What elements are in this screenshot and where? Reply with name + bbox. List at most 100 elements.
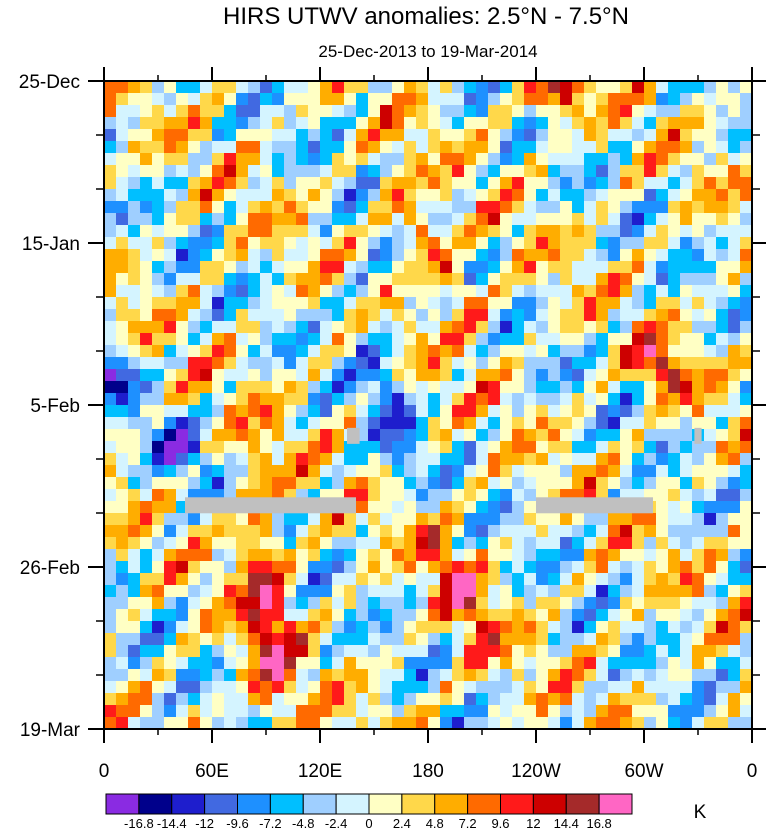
field-cell <box>524 657 537 670</box>
field-cell <box>656 81 669 94</box>
field-cell <box>656 441 669 454</box>
field-cell <box>476 549 489 562</box>
field-cell <box>128 369 141 382</box>
field-cell <box>560 549 573 562</box>
field-cell <box>512 357 525 370</box>
field-cell <box>284 681 297 694</box>
field-cell <box>488 681 501 694</box>
field-cell <box>560 273 573 286</box>
field-cell <box>548 297 561 310</box>
field-cell <box>620 201 633 214</box>
field-cell <box>116 621 129 634</box>
field-cell <box>272 273 285 286</box>
field-cell <box>548 105 561 118</box>
field-cell <box>572 285 585 298</box>
field-cell <box>380 333 393 346</box>
field-cell <box>428 213 441 226</box>
field-cell <box>260 249 273 262</box>
field-cell <box>632 381 645 394</box>
field-cell <box>668 501 681 514</box>
field-cell <box>572 105 585 118</box>
field-cell <box>440 153 453 166</box>
field-cell <box>476 657 489 670</box>
field-cell <box>188 357 201 370</box>
field-cell <box>296 549 309 562</box>
field-cell <box>716 489 729 502</box>
field-cell <box>356 105 369 118</box>
field-cell <box>524 297 537 310</box>
field-cell <box>236 261 249 274</box>
field-cell <box>296 333 309 346</box>
field-cell <box>272 213 285 226</box>
field-cell <box>272 93 285 106</box>
field-cell <box>608 309 621 322</box>
field-cell <box>200 81 213 94</box>
field-cell <box>656 453 669 466</box>
field-cell <box>224 93 237 106</box>
field-cell <box>212 405 225 418</box>
field-cell <box>620 81 633 94</box>
field-cell <box>128 669 141 682</box>
field-cell <box>176 549 189 562</box>
field-cell <box>344 393 357 406</box>
field-cell <box>656 465 669 478</box>
field-cell <box>128 597 141 610</box>
field-cell <box>488 549 501 562</box>
field-cell <box>452 381 465 394</box>
field-cell <box>548 453 561 466</box>
field-cell <box>392 609 405 622</box>
field-cell <box>104 381 117 394</box>
field-cell <box>692 261 705 274</box>
field-cell <box>500 117 513 130</box>
field-cell <box>620 249 633 262</box>
field-cell <box>704 681 717 694</box>
field-cell <box>200 189 213 202</box>
field-cell <box>248 213 261 226</box>
field-cell <box>416 117 429 130</box>
field-cell <box>584 93 597 106</box>
field-cell <box>116 429 129 442</box>
field-cell <box>668 129 681 142</box>
field-cell <box>608 513 621 526</box>
field-cell <box>572 441 585 454</box>
field-cell <box>512 81 525 94</box>
field-cell <box>680 645 693 658</box>
field-cell <box>620 345 633 358</box>
field-cell <box>344 693 357 706</box>
field-cell <box>740 489 752 502</box>
field-cell <box>368 561 381 574</box>
field-cell <box>716 441 729 454</box>
field-cell <box>152 705 165 718</box>
field-cell <box>344 717 357 729</box>
field-cell <box>680 273 693 286</box>
field-cell <box>608 561 621 574</box>
field-cell <box>248 621 261 634</box>
field-cell <box>656 561 669 574</box>
field-cell <box>320 441 333 454</box>
field-cell <box>620 417 633 430</box>
field-cell <box>212 441 225 454</box>
field-cell <box>200 573 213 586</box>
field-cell <box>692 537 705 550</box>
field-cell <box>692 105 705 118</box>
field-cell <box>116 321 129 334</box>
field-cell <box>212 261 225 274</box>
field-cell <box>128 93 141 106</box>
field-cell <box>260 153 273 166</box>
field-cell <box>608 465 621 478</box>
field-cell <box>176 633 189 646</box>
field-cell <box>104 237 117 250</box>
field-cell <box>140 333 153 346</box>
field-cell <box>164 297 177 310</box>
field-cell <box>476 597 489 610</box>
field-cell <box>656 201 669 214</box>
field-cell <box>392 429 405 442</box>
field-cell <box>140 345 153 358</box>
field-cell <box>404 201 417 214</box>
field-cell <box>140 213 153 226</box>
field-cell <box>716 81 729 94</box>
field-cell <box>116 201 129 214</box>
field-cell <box>596 93 609 106</box>
field-cell <box>356 597 369 610</box>
field-cell <box>128 141 141 154</box>
